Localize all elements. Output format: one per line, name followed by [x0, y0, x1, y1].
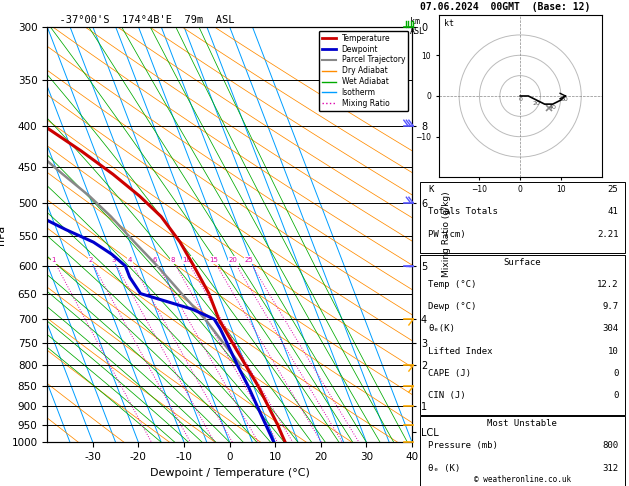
Text: 20: 20 [533, 101, 540, 106]
Text: Temp (°C): Temp (°C) [428, 280, 477, 289]
Text: θₑ(K): θₑ(K) [428, 324, 455, 333]
Bar [420, 416, 625, 486]
Text: 0: 0 [613, 369, 618, 378]
Text: Dewp (°C): Dewp (°C) [428, 302, 477, 311]
Text: 25: 25 [608, 185, 618, 194]
Text: 07.06.2024  00GMT  (Base: 12): 07.06.2024 00GMT (Base: 12) [420, 2, 591, 13]
Text: 3: 3 [111, 257, 116, 263]
Text: Surface: Surface [504, 258, 541, 267]
Text: 41: 41 [608, 208, 618, 216]
Text: Pressure (mb): Pressure (mb) [428, 441, 498, 451]
Text: 304: 304 [603, 324, 618, 333]
Bar [420, 255, 625, 415]
Text: kt: kt [443, 19, 454, 29]
Text: -37°00'S  174°4B'E  79m  ASL: -37°00'S 174°4B'E 79m ASL [47, 15, 235, 25]
Text: 15: 15 [209, 257, 218, 263]
Text: 0: 0 [518, 97, 522, 102]
Text: K: K [428, 185, 434, 194]
Text: 6: 6 [152, 257, 157, 263]
Text: 10: 10 [608, 347, 618, 356]
Text: 0: 0 [613, 391, 618, 400]
Text: 10: 10 [182, 257, 191, 263]
Text: 8: 8 [170, 257, 175, 263]
Text: 40: 40 [549, 105, 557, 110]
Text: Lifted Index: Lifted Index [428, 347, 493, 356]
Text: 20: 20 [229, 257, 238, 263]
Text: θₑ (K): θₑ (K) [428, 464, 460, 472]
Y-axis label: hPa: hPa [0, 225, 6, 244]
Text: 9.7: 9.7 [603, 302, 618, 311]
Text: km
ASL: km ASL [410, 17, 425, 36]
Text: 60: 60 [561, 97, 569, 102]
Text: © weatheronline.co.uk: © weatheronline.co.uk [474, 475, 571, 485]
Text: CIN (J): CIN (J) [428, 391, 466, 400]
Text: 12.2: 12.2 [597, 280, 618, 289]
Y-axis label: Mixing Ratio (g/kg): Mixing Ratio (g/kg) [442, 191, 450, 278]
Text: 2: 2 [88, 257, 92, 263]
Text: 312: 312 [603, 464, 618, 472]
Bar [420, 182, 625, 253]
Text: CAPE (J): CAPE (J) [428, 369, 471, 378]
Text: 25: 25 [245, 257, 253, 263]
Text: 2.21: 2.21 [597, 229, 618, 239]
Legend: Temperature, Dewpoint, Parcel Trajectory, Dry Adiabat, Wet Adiabat, Isotherm, Mi: Temperature, Dewpoint, Parcel Trajectory… [319, 31, 408, 111]
Text: Totals Totals: Totals Totals [428, 208, 498, 216]
Text: Most Unstable: Most Unstable [487, 419, 557, 428]
Text: 1: 1 [52, 257, 56, 263]
Text: PW (cm): PW (cm) [428, 229, 466, 239]
Text: 4: 4 [128, 257, 132, 263]
X-axis label: Dewpoint / Temperature (°C): Dewpoint / Temperature (°C) [150, 468, 309, 478]
Text: 800: 800 [603, 441, 618, 451]
